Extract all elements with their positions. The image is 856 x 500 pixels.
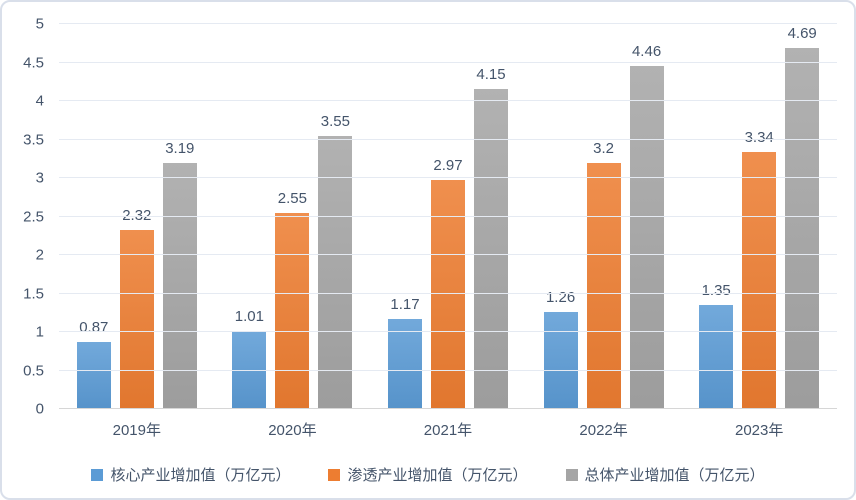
- bar-wrap: 3.55: [318, 24, 353, 409]
- y-tick-label: 0.5: [23, 362, 44, 379]
- bar: [275, 212, 310, 409]
- gridline: [59, 369, 837, 371]
- bar: [387, 318, 422, 409]
- bar: [162, 163, 197, 409]
- value-label: 1.35: [701, 282, 731, 300]
- legend-label: 渗透产业增加值（万亿元）: [347, 467, 528, 484]
- bar-group-2021年: 1.17 2.97 4.15: [387, 24, 508, 409]
- bar-wrap: 4.69: [785, 24, 820, 409]
- gridline: [59, 292, 837, 294]
- gridline: [59, 331, 837, 332]
- legend-item: 核心产业增加值（万亿元）: [91, 464, 290, 485]
- bar: [586, 162, 621, 409]
- x-axis-labels: 2019年 2020年 2021年 2022年 2023年: [59, 419, 837, 440]
- bar-group-2019年: 0.87 2.32 3.19: [76, 24, 197, 409]
- value-label: 3.55: [320, 112, 350, 130]
- y-tick-label: 5: [35, 15, 44, 33]
- value-label: 0.87: [79, 319, 109, 337]
- bar-wrap: 1.01: [232, 24, 267, 409]
- bar: [473, 89, 508, 409]
- bar: [785, 47, 820, 409]
- bar-wrap: 1.26: [543, 24, 578, 409]
- legend-swatch-icon: [328, 468, 341, 481]
- bar-wrap: 2.97: [430, 24, 465, 409]
- y-tick-label: 1: [35, 323, 44, 341]
- x-axis-label: 2021年: [423, 422, 473, 439]
- bar-wrap: 3.19: [162, 24, 197, 409]
- legend-label: 核心产业增加值（万亿元）: [110, 467, 291, 484]
- bar-wrap: 1.35: [699, 24, 734, 409]
- gridline: [59, 23, 837, 24]
- value-label: 1.01: [234, 308, 264, 326]
- x-axis-label: 2022年: [579, 422, 628, 439]
- gridline: [59, 177, 837, 178]
- x-axis-line: [59, 408, 837, 409]
- bar: [430, 180, 465, 409]
- value-label: 4.46: [631, 42, 662, 60]
- y-axis: 0 0.5 1 1.5 2 2.5 3 3.5 4 4.5 5: [2, 17, 52, 417]
- legend-item: 总体产业增加值（万亿元）: [565, 464, 765, 485]
- legend: 核心产业增加值（万亿元） 渗透产业增加值（万亿元） 总体产业增加值（万亿元）: [2, 464, 854, 485]
- legend-label: 总体产业增加值（万亿元）: [584, 467, 765, 484]
- y-tick-label: 4: [35, 92, 44, 110]
- y-tick-label: 1.5: [23, 285, 44, 302]
- bar-group-2020年: 1.01 2.55 3.55: [232, 24, 353, 409]
- gridline: [59, 254, 837, 255]
- legend-swatch-icon: [565, 468, 578, 481]
- y-tick-label: 3: [35, 169, 44, 187]
- bar: [742, 151, 777, 409]
- gridline: [59, 100, 837, 101]
- bar-wrap: 4.46: [629, 24, 664, 409]
- y-tick-label: 4.5: [23, 54, 44, 71]
- y-tick-label: 2.5: [23, 208, 44, 225]
- bar-wrap: 4.15: [473, 24, 508, 409]
- y-tick-label: 2: [35, 246, 44, 264]
- gridline: [59, 61, 837, 63]
- value-label: 3.19: [165, 140, 195, 158]
- bar-wrap: 1.17: [387, 24, 422, 409]
- bar-wrap: 3.34: [742, 24, 777, 409]
- bar-wrap: 0.87: [76, 24, 111, 409]
- value-label: 2.55: [277, 189, 307, 207]
- bar: [76, 342, 111, 409]
- bar: [629, 65, 664, 409]
- bar: [699, 305, 734, 409]
- bar: [543, 311, 578, 409]
- bar-groups: 0.87 2.32 3.19 1.01 2.55 3.55 1.17 2.97 4.15 1.26…: [59, 24, 837, 409]
- legend-swatch-icon: [91, 468, 104, 481]
- bar-wrap: 2.55: [275, 24, 310, 409]
- value-label: 3.2: [593, 139, 614, 157]
- plot-area: 0.87 2.32 3.19 1.01 2.55 3.55 1.17 2.97 4.15 1.26…: [59, 23, 837, 409]
- bar-wrap: 3.2: [586, 24, 621, 409]
- value-label: 4.69: [787, 24, 817, 42]
- x-axis-label: 2023年: [734, 422, 784, 439]
- value-label: 3.34: [744, 128, 774, 146]
- bar-group-2023年: 1.35 3.34 4.69: [699, 24, 820, 409]
- value-label: 1.17: [390, 295, 420, 313]
- x-axis-label: 2019年: [112, 422, 161, 439]
- bar: [119, 230, 154, 409]
- value-label: 4.15: [476, 66, 506, 84]
- x-axis-label: 2020年: [268, 422, 317, 439]
- bar: [318, 135, 353, 409]
- gridline: [59, 138, 837, 140]
- bar-group-2022年: 1.26 3.2 4.46: [543, 24, 664, 409]
- value-label: 2.97: [433, 157, 463, 175]
- legend-item: 渗透产业增加值（万亿元）: [328, 464, 528, 485]
- bar-wrap: 2.32: [119, 24, 154, 409]
- y-tick-label: 0: [35, 400, 44, 418]
- gridline: [59, 215, 837, 217]
- y-tick-label: 3.5: [23, 131, 44, 148]
